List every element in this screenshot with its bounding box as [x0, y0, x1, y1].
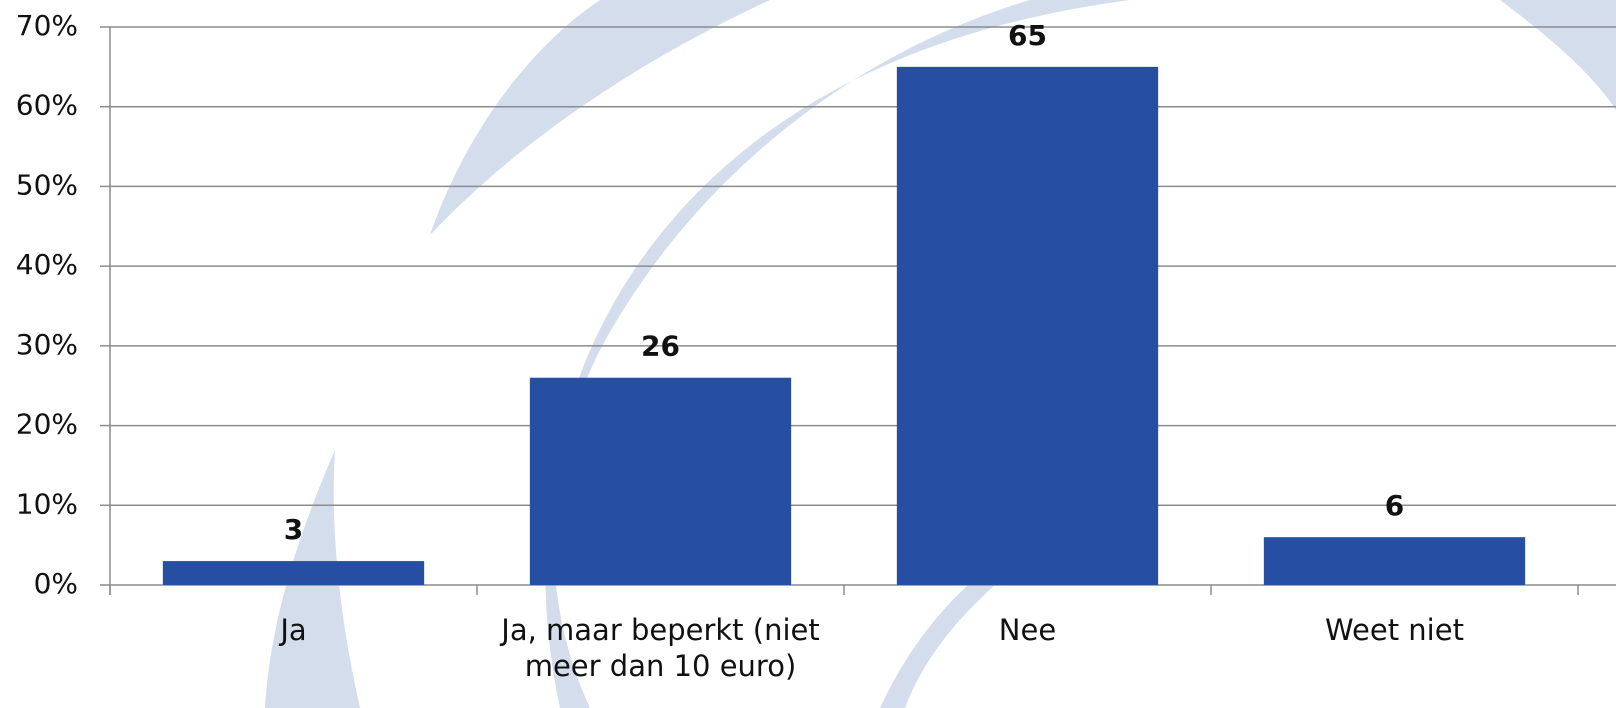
data-label: 3 — [284, 513, 303, 546]
y-tick-label: 30% — [16, 328, 78, 361]
y-tick-label: 50% — [16, 168, 78, 201]
y-tick-label: 0% — [34, 567, 78, 600]
y-tick-label: 10% — [16, 487, 78, 520]
y-tick-label: 70% — [16, 9, 78, 42]
page: {"chart_data": {"type": "bar", "categori… — [0, 0, 1616, 708]
bar — [530, 378, 791, 585]
bar — [1264, 537, 1525, 585]
y-tick-label: 20% — [16, 408, 78, 441]
y-tick-label: 60% — [16, 89, 78, 122]
data-label: 65 — [1008, 19, 1047, 52]
x-tick-label: Ja — [124, 612, 464, 648]
data-label: 26 — [641, 330, 680, 363]
x-tick-label: Nee — [858, 612, 1198, 648]
data-label: 6 — [1385, 489, 1404, 522]
bar — [897, 67, 1158, 585]
chart: 0% 10% 20% 30% 40% 50% 60% 70% 3 26 65 6 — [0, 0, 1616, 708]
x-tick-label: Ja, maar beperkt (niet meer dan 10 euro) — [491, 612, 831, 684]
x-tick-label: Weet niet — [1225, 612, 1565, 648]
bar — [163, 561, 424, 585]
y-tick-label: 40% — [16, 248, 78, 281]
